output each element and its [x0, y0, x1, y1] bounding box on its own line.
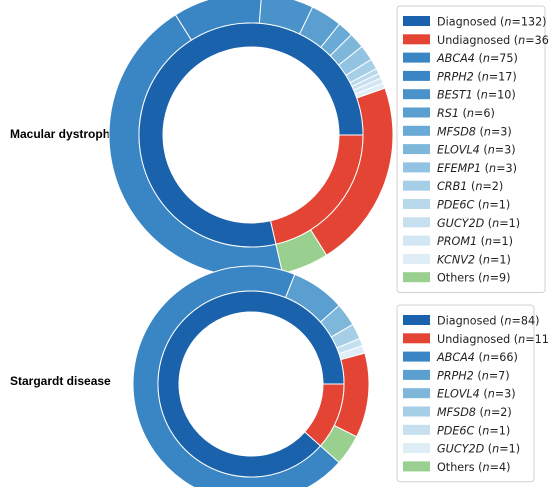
- legend-label-elovl4: ELOVL4 (n=3): [437, 388, 516, 401]
- legend-swatch-pde6c: [403, 199, 430, 209]
- legend-label-kcnv2: KCNV2 (n=1): [437, 253, 511, 266]
- legend-frame: [396, 304, 535, 483]
- panel-macular-dystrophies: Macular dystrophies Diagnosed (n=132) Und…: [10, 0, 550, 293]
- legend-swatch-undiagnosed: [403, 34, 430, 45]
- legend-swatch-prph2: [403, 369, 430, 380]
- legend-swatch-diagnosed: [403, 16, 430, 26]
- legend: Diagnosed (n=132) Undiagnosed (n=36) ABCA4…: [396, 5, 550, 293]
- legend-label-undiagnosed: Undiagnosed (n=36): [437, 34, 550, 47]
- legend-swatch-kcnv2: [403, 253, 430, 264]
- legend-swatch-elovl4: [403, 144, 430, 155]
- legend-label-prom1: PROM1 (n=1): [437, 235, 513, 248]
- legend-swatch-undiagnosed: [403, 333, 430, 344]
- legend-swatch-efemp1: [403, 162, 430, 173]
- legend-swatch-gucy2d: [403, 217, 430, 228]
- legend-swatch-others: [403, 272, 430, 283]
- legend-swatch-elovl4: [403, 388, 430, 399]
- legend-swatch-abca4: [403, 351, 430, 362]
- legend-swatch-prph2: [403, 70, 430, 81]
- nested-donut: [132, 265, 370, 487]
- legend-swatch-others: [403, 461, 430, 472]
- inner-slice-diagnosed: [157, 290, 345, 478]
- legend-swatch-diagnosed: [403, 315, 430, 325]
- legend-label-abca4: ABCA4 (n=75): [436, 52, 518, 65]
- legend-label-best1: BEST1 (n=10): [437, 89, 516, 102]
- legend-label-elovl4: ELOVL4 (n=3): [437, 144, 516, 157]
- legend-label-diagnosed: Diagnosed (n=84): [437, 315, 539, 328]
- legend-label-undiagnosed: Undiagnosed (n=11): [437, 333, 550, 346]
- row-label: Stargardt disease: [10, 374, 111, 388]
- legend-label-diagnosed: Diagnosed (n=132): [437, 16, 547, 29]
- legend: Diagnosed (n=84) Undiagnosed (n=11) ABCA4 …: [396, 304, 550, 483]
- legend-label-rs1: RS1 (n=6): [437, 107, 495, 120]
- legend-swatch-best1: [403, 89, 430, 100]
- legend-label-abca4: ABCA4 (n=66): [436, 351, 518, 364]
- legend-swatch-mfsd8: [403, 406, 430, 417]
- inner-slice-undiagnosed: [304, 383, 345, 447]
- legend-frame: [396, 5, 546, 293]
- inner-slice-undiagnosed: [269, 134, 364, 245]
- legend-label-others: Others (n=4): [437, 461, 510, 474]
- legend-label-prph2: PRPH2 (n=7): [437, 369, 510, 382]
- legend-swatch-abca4: [403, 52, 430, 63]
- legend-label-prph2: PRPH2 (n=17): [437, 70, 517, 83]
- legend-swatch-rs1: [403, 107, 430, 118]
- row-label: Macular dystrophies: [10, 127, 127, 141]
- legend-label-gucy2d: GUCY2D (n=1): [437, 443, 520, 456]
- legend-label-mfsd8: MFSD8 (n=3): [437, 125, 512, 138]
- legend-swatch-prom1: [403, 235, 430, 246]
- legend-swatch-mfsd8: [403, 125, 430, 136]
- legend-label-pde6c: PDE6C (n=1): [437, 199, 510, 212]
- legend-label-efemp1: EFEMP1 (n=3): [437, 162, 517, 175]
- legend-label-gucy2d: GUCY2D (n=1): [437, 217, 520, 230]
- nested-donut: [108, 0, 394, 278]
- legend-label-pde6c: PDE6C (n=1): [437, 424, 510, 437]
- legend-label-crb1: CRB1 (n=2): [437, 180, 503, 193]
- legend-label-mfsd8: MFSD8 (n=2): [437, 406, 512, 419]
- legend-label-others: Others (n=9): [437, 272, 510, 285]
- panel-stargardt-disease: Stargardt disease Diagnosed (n=84) Undiag…: [10, 265, 550, 487]
- inner-slice-diagnosed: [138, 22, 364, 248]
- legend-swatch-pde6c: [403, 424, 430, 435]
- legend-swatch-gucy2d: [403, 443, 430, 454]
- legend-swatch-crb1: [403, 180, 430, 191]
